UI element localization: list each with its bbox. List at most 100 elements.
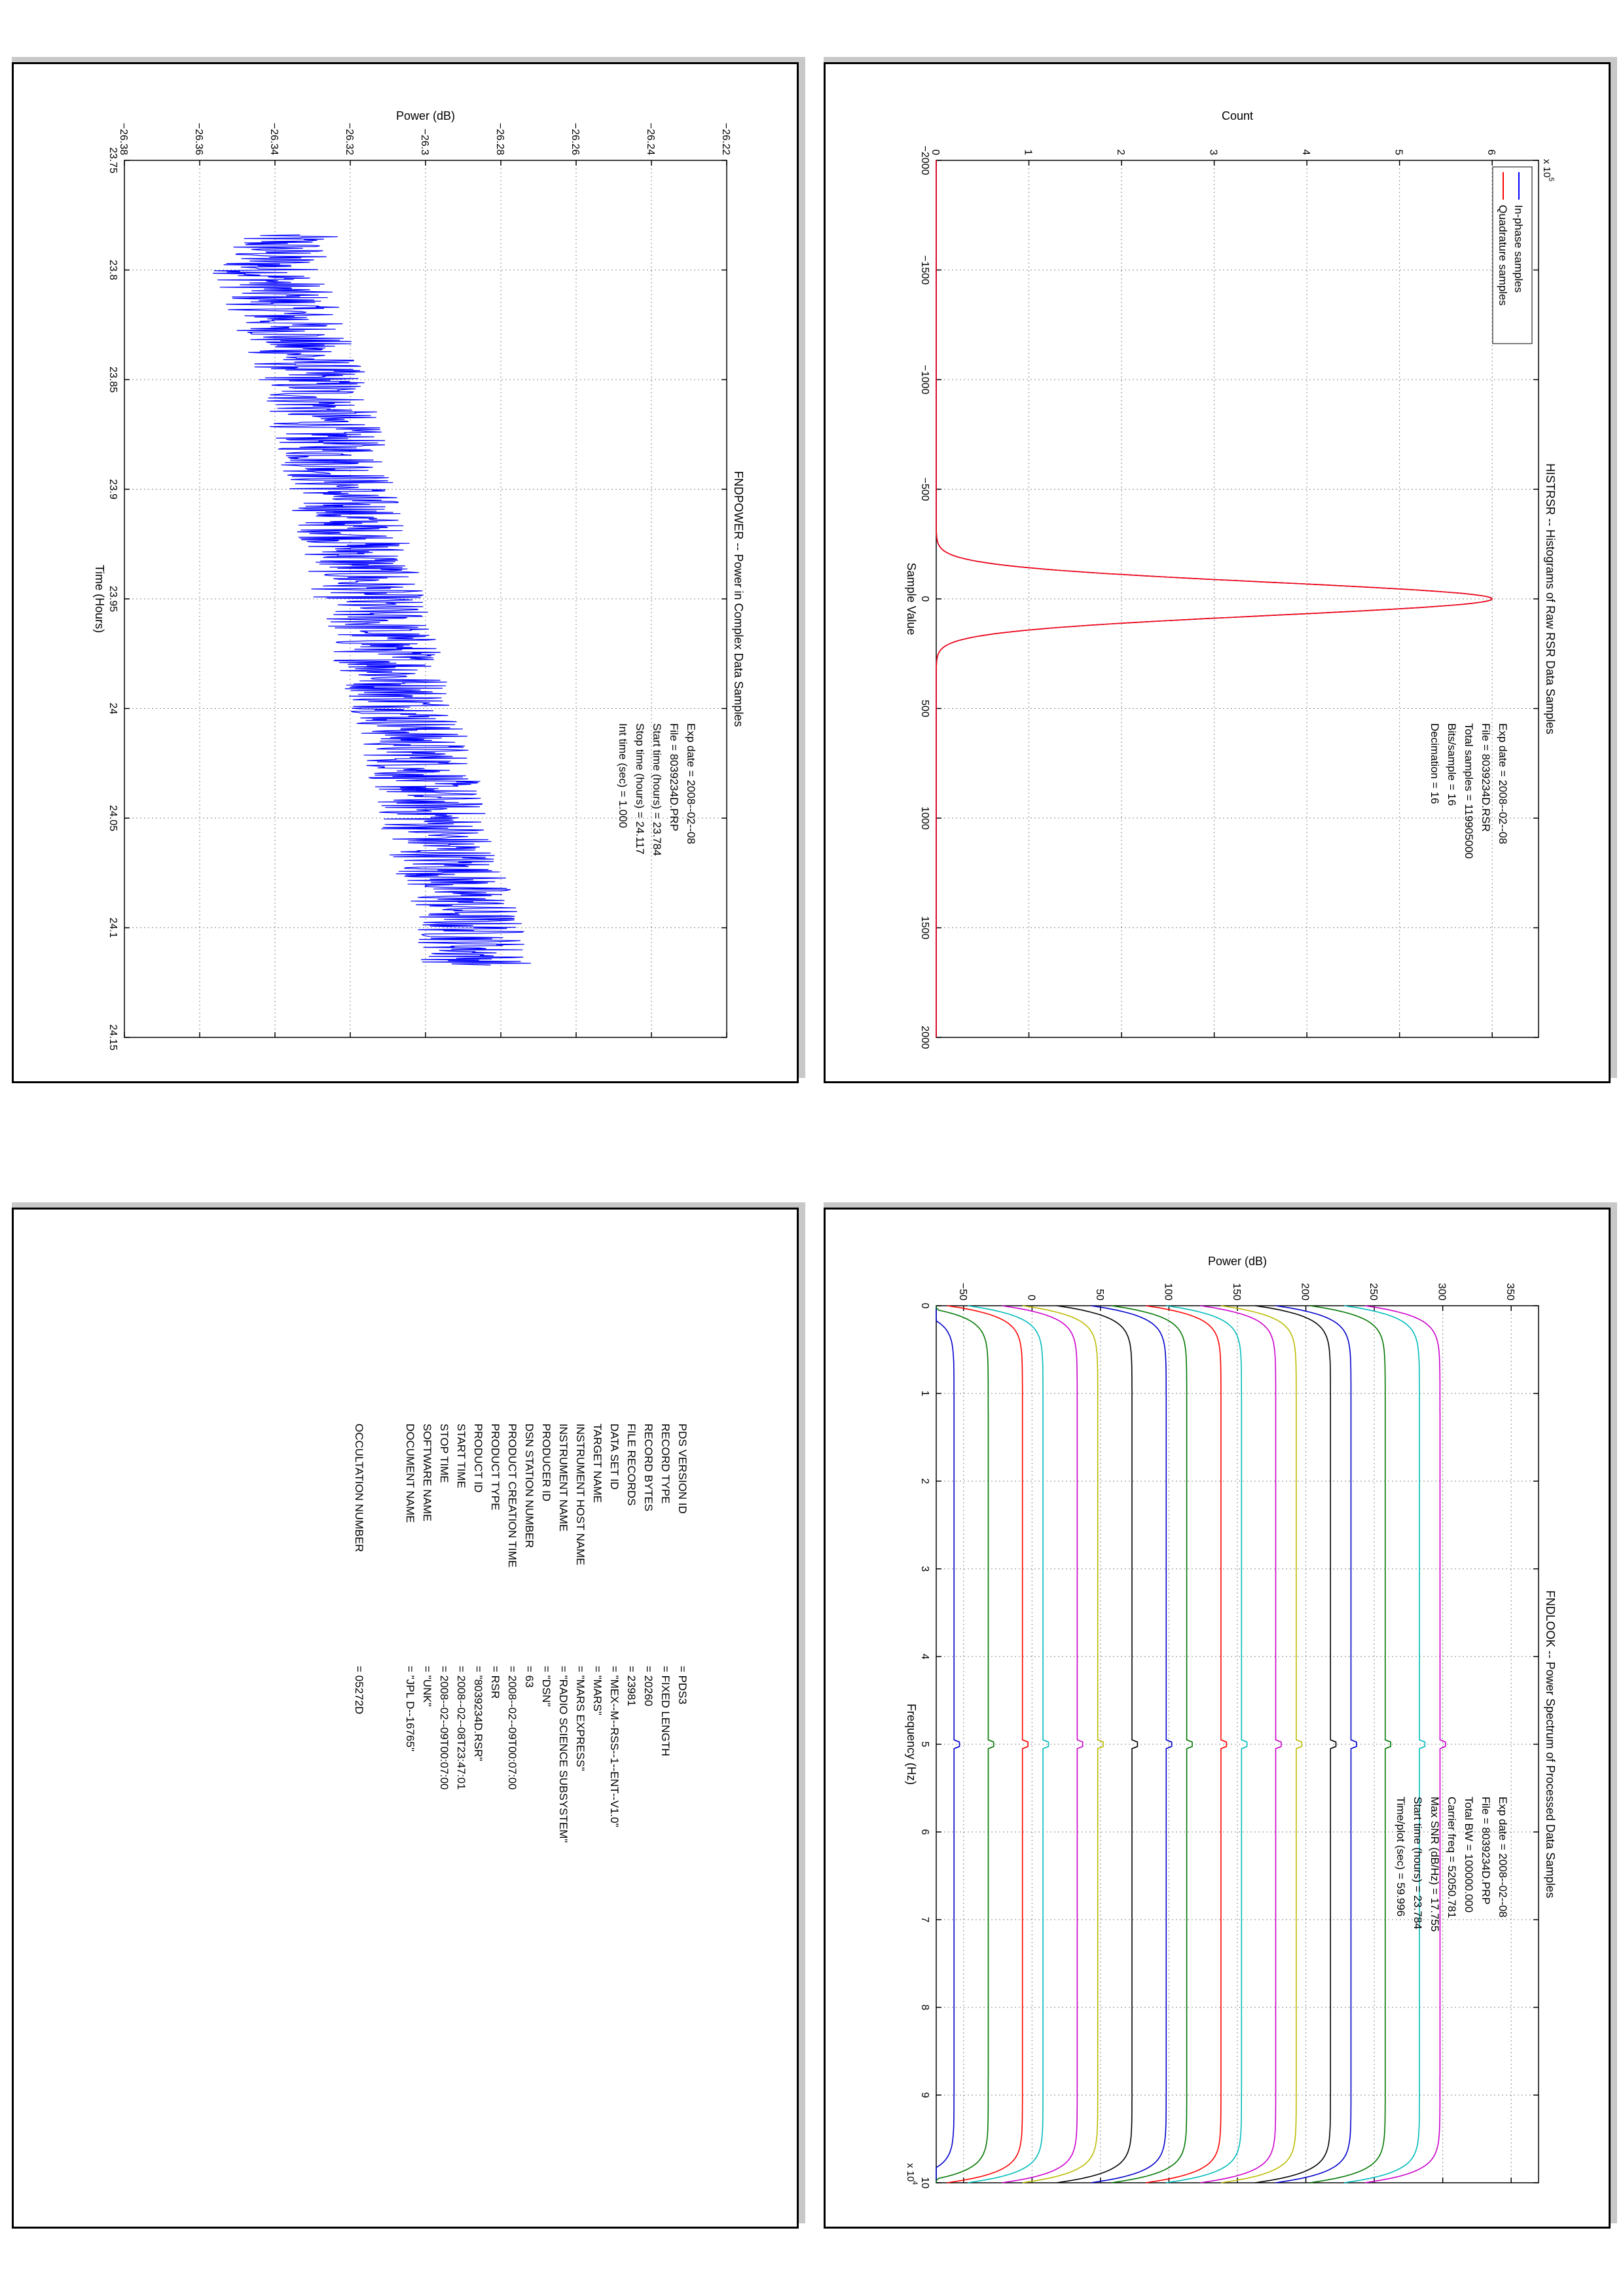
y-tick-label: 150 xyxy=(1231,1283,1242,1300)
plot-frame xyxy=(936,1305,1539,2183)
x-tick-label: −1500 xyxy=(919,255,930,285)
label-key: PDS VERSION ID xyxy=(676,1424,689,1514)
y-tick-label: 0 xyxy=(930,149,941,155)
label-key: FILE RECORDS xyxy=(625,1424,638,1506)
y-tick-label: −26.28 xyxy=(494,123,505,155)
power-chart: 23.75 23.8 23.85 23.9 23.95 24 24.05 24.1 24.15 −… xyxy=(93,109,745,1050)
spectrum-series-line xyxy=(1364,1305,1446,2183)
power-panel: 23.75 23.8 23.85 23.9 23.95 24 24.05 24.1 24.15 −… xyxy=(12,57,805,1083)
label-key: SOFTWARE NAME xyxy=(421,1424,433,1522)
x-tick-label: 23.95 xyxy=(107,586,119,612)
spectrum-series-line xyxy=(1309,1305,1391,2183)
plot-background xyxy=(936,1306,1539,2183)
info-text: Max SNR (dB/Hz) = 17.755 xyxy=(1429,1797,1441,1931)
label-value: = "UNK" xyxy=(421,1666,433,1707)
label-key: START TIME xyxy=(455,1424,467,1488)
y-tick-label: −26.36 xyxy=(193,123,204,155)
spectrum-series-line xyxy=(1145,1305,1228,2183)
y-tick-label: 350 xyxy=(1504,1283,1516,1300)
x-tick-label: 23.9 xyxy=(107,479,119,499)
spectrum-panel: 0 1 2 3 4 5 6 7 8 9 10 −50 0 50 100 150 200 250 300 350 FNDL… xyxy=(824,1202,1617,2229)
info-text: File = 8039234D.RSR xyxy=(1480,723,1492,832)
label-value: = "MARS EXPRESS" xyxy=(574,1666,587,1771)
y-axis-label: Count xyxy=(1222,109,1253,122)
y-tick-label: −50 xyxy=(957,1283,968,1300)
spectrum-series-line xyxy=(1275,1305,1357,2183)
spectrum-series-line xyxy=(967,1305,1049,2183)
histogram-panel: −2000 −1500 −1000 −500 0 500 1000 1500 2000 0 1 2 3 4… xyxy=(824,57,1617,1083)
y-tick-label: −26.22 xyxy=(720,123,731,155)
info-text: Decimation = 16 xyxy=(1429,723,1441,804)
info-text: Exp date = 2008--02--08 xyxy=(685,723,697,844)
x-multiplier: x 10 xyxy=(905,2163,916,2181)
x-tick-label: 7 xyxy=(919,1917,930,1923)
y-tick-label: 50 xyxy=(1094,1289,1105,1300)
info-text: Exp date = 2008--02--08 xyxy=(1497,1797,1509,1918)
y-tick-label: −26.24 xyxy=(645,123,656,155)
spectrum-series-line xyxy=(1002,1305,1084,2183)
info-text: Total samples = 119905000 xyxy=(1463,723,1475,859)
legend-box xyxy=(1492,166,1533,344)
histogram-chart: −2000 −1500 −1000 −500 0 500 1000 1500 2000 0 1 2 3 4… xyxy=(905,109,1557,1049)
label-value: = RSR xyxy=(489,1666,501,1699)
x-tick-label: −500 xyxy=(919,477,930,501)
label-key: PRODUCT ID xyxy=(472,1424,484,1493)
x-tick-label: 1 xyxy=(919,1391,930,1397)
x-axis-label: Frequency (Hz) xyxy=(905,1704,918,1785)
chart-title: HISTRSR -- Histograms of Raw RSR Data Sa… xyxy=(1544,463,1557,734)
x-tick-label: 0 xyxy=(919,596,930,602)
chart-title: FNDPOWER -- Power in Complex Data Sample… xyxy=(732,471,745,726)
label-value: = PDS3 xyxy=(676,1666,689,1705)
label-value: = "DSN" xyxy=(540,1666,553,1707)
label-key: RECORD BYTES xyxy=(642,1424,655,1512)
info-text: Int time (sec) = 1.000 xyxy=(617,723,629,828)
x-tick-label: 1500 xyxy=(919,916,930,940)
y-tick-label: 1 xyxy=(1023,149,1034,155)
y-tick-label: −26.34 xyxy=(268,123,280,155)
y-tick-label: 5 xyxy=(1393,149,1404,155)
label-panel: PDS VERSION ID = PDS3 RECORD TYPE = FIXED L… xyxy=(12,1202,805,2229)
spectrum-series-line xyxy=(936,1306,994,2183)
label-value: = 63 xyxy=(523,1666,536,1688)
legend-label: Quadrature samples xyxy=(1497,205,1509,306)
y-tick-label: 6 xyxy=(1486,149,1497,155)
label-key: DATA SET ID xyxy=(608,1424,621,1490)
spectrum-series-line xyxy=(1056,1305,1139,2183)
x-tick-label: 3 xyxy=(919,1566,930,1572)
label-value: = "8039234D.RSR" xyxy=(472,1666,484,1761)
info-text: Carrier freq = 52050.781 xyxy=(1446,1797,1458,1918)
label-value: = "MEX--M--RSS--1--ENT--V1.0" xyxy=(608,1666,621,1827)
x-tick-label: 24.15 xyxy=(107,1024,119,1050)
x-tick-label: 24.1 xyxy=(107,918,119,938)
x-tick-label: 23.75 xyxy=(107,147,119,173)
y-multiplier: x 10 xyxy=(1541,159,1552,177)
y-tick-label: −26.32 xyxy=(344,123,355,155)
spectrum-series-line xyxy=(1166,1305,1248,2183)
series-line-quadrature xyxy=(936,160,1493,1037)
label-key: PRODUCT CREATION TIME xyxy=(506,1424,519,1568)
x-tick-label: 24 xyxy=(107,703,119,715)
spectrum-series-line xyxy=(947,1305,1029,2183)
spectrum-series-line xyxy=(1220,1305,1303,2183)
label-key: OCCULTATION NUMBER xyxy=(353,1424,365,1552)
info-text: Time/plot (sec) = 59.996 xyxy=(1395,1797,1407,1916)
label-key: INSTRUMENT HOST NAME xyxy=(574,1424,587,1566)
label-value: = 23981 xyxy=(625,1666,638,1706)
label-key: STOP TIME xyxy=(438,1424,450,1483)
label-key: PRODUCT TYPE xyxy=(489,1424,501,1511)
label-key: DSN STATION NUMBER xyxy=(523,1424,536,1549)
power-series-line xyxy=(213,234,532,966)
y-tick-label: 2 xyxy=(1115,149,1126,155)
info-text: Bits/sample = 16 xyxy=(1446,723,1458,806)
x-tick-label: 4 xyxy=(919,1654,930,1660)
y-tick-label: −26.38 xyxy=(118,123,129,155)
spectrum-series-line xyxy=(1091,1305,1173,2183)
y-tick-label: 250 xyxy=(1368,1283,1379,1300)
y-tick-label: 0 xyxy=(1025,1295,1036,1300)
spectrum-series-line xyxy=(1111,1305,1193,2183)
x-axis-label: Time (Hours) xyxy=(93,565,106,633)
x-tick-label: 9 xyxy=(919,2092,930,2098)
label-value: = 2008--02--09T00:07:00 xyxy=(506,1666,519,1790)
spectrum-series-line xyxy=(1343,1305,1426,2183)
x-tick-label: −2000 xyxy=(919,146,930,175)
